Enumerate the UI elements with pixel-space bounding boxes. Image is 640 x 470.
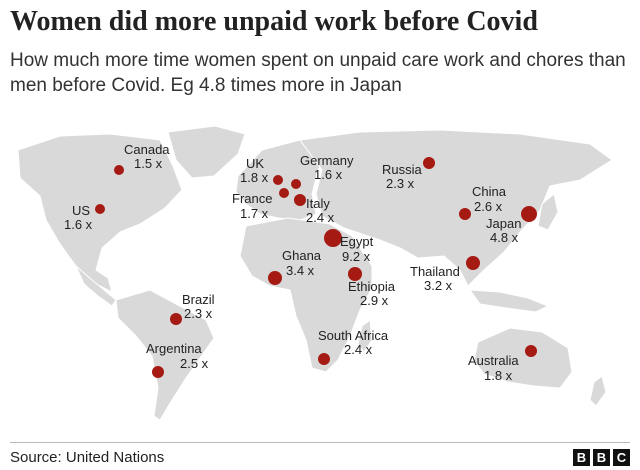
bbc-logo-letter: C [613,449,630,466]
country-value-south-africa: 2.4 x [344,342,373,357]
landmass-south-america [115,289,215,421]
country-value-germany: 1.6 x [314,167,343,182]
country-value-italy: 2.4 x [306,210,335,225]
country-name-argentina: Argentina [146,341,202,356]
landmass-africa [239,217,373,373]
source-note: Source: United Nations [10,449,165,466]
country-value-argentina: 2.5 x [180,356,209,371]
bbc-logo-letter: B [573,449,590,466]
chart-subtitle: How much more time women spent on unpaid… [10,50,626,96]
marker-egypt [324,229,342,247]
marker-canada [114,165,124,175]
landmass-japan [537,193,559,231]
country-name-brazil: Brazil [182,292,215,307]
marker-germany [291,179,301,189]
country-value-uk: 1.8 x [240,170,269,185]
country-name-us: US [72,203,90,218]
land-masses [17,125,613,421]
country-value-australia: 1.8 x [484,368,513,383]
country-value-japan: 4.8 x [490,230,519,245]
country-name-russia: Russia [382,162,423,177]
landmass-se-asia [468,289,550,313]
country-value-france: 1.7 x [240,206,269,221]
marker-france [279,188,289,198]
bbc-logo-letter: B [593,449,610,466]
country-markers: Canada 1.5 x US 1.6 x UK 1.8 x France 1.… [64,142,537,383]
country-value-ghana: 3.4 x [286,263,315,278]
country-name-uk: UK [246,156,264,171]
landmass-madagascar [357,319,373,353]
marker-south-africa [318,353,330,365]
marker-italy [294,194,306,206]
country-value-china: 2.6 x [474,199,503,214]
marker-us [95,204,105,214]
country-name-south-africa: South Africa [318,328,389,343]
country-name-germany: Germany [300,153,354,168]
marker-brazil [170,313,182,325]
country-name-japan: Japan [486,216,521,231]
marker-argentina [152,366,164,378]
landmass-australia [473,327,573,389]
marker-ethiopia [348,267,362,281]
country-name-canada: Canada [124,142,170,157]
country-name-italy: Italy [306,196,330,211]
country-name-australia: Australia [468,353,519,368]
marker-ghana [268,271,282,285]
country-value-brazil: 2.3 x [184,306,213,321]
country-name-egypt: Egypt [340,234,374,249]
footer-divider [10,442,630,443]
marker-uk [273,175,283,185]
marker-china [459,208,471,220]
landmass-greenland [167,125,246,179]
country-value-egypt: 9.2 x [342,249,371,264]
marker-australia [525,345,537,357]
landmass-asia [299,129,613,287]
marker-thailand [466,256,480,270]
landmass-new-zealand [589,375,607,407]
bbc-logo: B B C [573,449,630,466]
country-name-ethiopia: Ethiopia [348,279,396,294]
country-value-canada: 1.5 x [134,156,163,171]
country-value-us: 1.6 x [64,217,93,232]
country-name-china: China [472,184,507,199]
country-value-russia: 2.3 x [386,176,415,191]
marker-japan [521,206,537,222]
country-name-thailand: Thailand [410,264,460,279]
world-map: Canada 1.5 x US 1.6 x UK 1.8 x France 1.… [17,125,613,421]
country-name-france: France [232,191,272,206]
country-value-thailand: 3.2 x [424,278,453,293]
chart-title: Women did more unpaid work before Covid [10,6,538,37]
country-name-ghana: Ghana [282,248,322,263]
country-value-ethiopia: 2.9 x [360,293,389,308]
landmass-central-america [75,265,117,307]
marker-russia [423,157,435,169]
